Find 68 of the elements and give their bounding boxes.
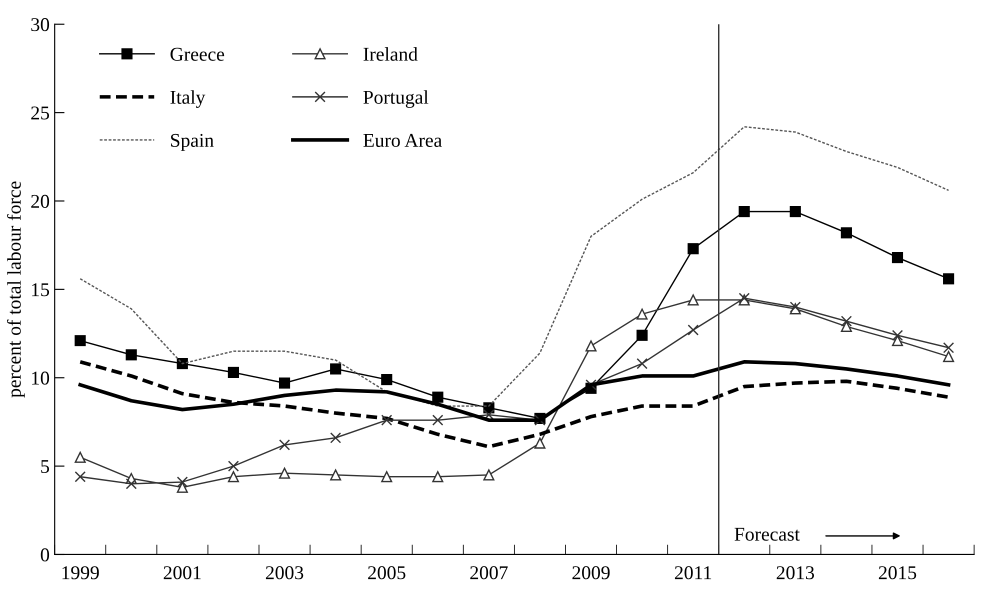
point: [943, 350, 954, 362]
x-tick-label: 2007: [470, 566, 508, 580]
point: [432, 471, 444, 482]
point: [126, 349, 137, 360]
x-tick-label: 2003: [266, 566, 304, 580]
x-tick-label: 2001: [164, 566, 201, 580]
line-series: [78, 360, 950, 448]
point: [330, 363, 342, 374]
x-tick-label: 2015: [878, 566, 916, 580]
point: [943, 342, 954, 354]
point: [228, 460, 240, 472]
point: [892, 252, 904, 264]
y-tick-label: 0: [40, 548, 50, 562]
annotation: Forecast: [734, 528, 800, 541]
point: [636, 308, 648, 320]
y-axis-title: percent of total labour force: [6, 182, 25, 398]
point: [688, 243, 699, 254]
legend-label: Ireland: [364, 47, 418, 61]
point: [278, 377, 290, 389]
y-tick-label: 25: [31, 106, 50, 120]
legend-label: Greece: [170, 48, 224, 61]
point: [176, 476, 188, 488]
x-tick-label: 2013: [776, 566, 814, 580]
point: [74, 335, 86, 346]
legend-label: Spain: [171, 134, 214, 151]
legend-label: Portugal: [363, 90, 428, 108]
point: [381, 414, 392, 426]
point: [790, 206, 801, 218]
point: [943, 273, 954, 284]
point: [688, 294, 699, 306]
point: [381, 471, 392, 482]
y-tick-label: 20: [31, 194, 50, 208]
point: [636, 358, 648, 370]
point: [228, 471, 240, 482]
point: [74, 452, 86, 463]
point: [126, 478, 137, 490]
point: [381, 374, 392, 386]
x-tick-label: 2005: [368, 566, 406, 580]
legend-label: Italy: [170, 90, 206, 108]
point: [176, 358, 188, 370]
point: [636, 330, 648, 341]
point: [483, 469, 494, 481]
point: [534, 438, 546, 449]
legend-label: Euro Area: [363, 134, 442, 147]
x-tick-label: 1999: [62, 566, 99, 580]
point: [738, 206, 750, 218]
point: [892, 335, 904, 346]
point: [840, 316, 852, 327]
y-tick-label: 10: [32, 372, 50, 385]
point: [840, 227, 852, 238]
point: [892, 330, 904, 341]
point: [432, 414, 444, 426]
point: [176, 482, 188, 493]
point: [840, 320, 852, 332]
y-tick-label: 15: [32, 283, 50, 296]
point: [432, 392, 444, 403]
point: [278, 468, 290, 479]
point: [74, 471, 86, 482]
point: [278, 439, 290, 450]
point: [688, 324, 699, 336]
x-tick-label: 2009: [572, 566, 610, 580]
y-tick-label: 5: [41, 460, 50, 474]
point: [585, 340, 597, 352]
point: [330, 469, 342, 481]
y-tick-label: 30: [31, 18, 50, 32]
point: [228, 366, 240, 378]
point: [330, 432, 342, 444]
x-tick-label: 2011: [674, 566, 712, 580]
